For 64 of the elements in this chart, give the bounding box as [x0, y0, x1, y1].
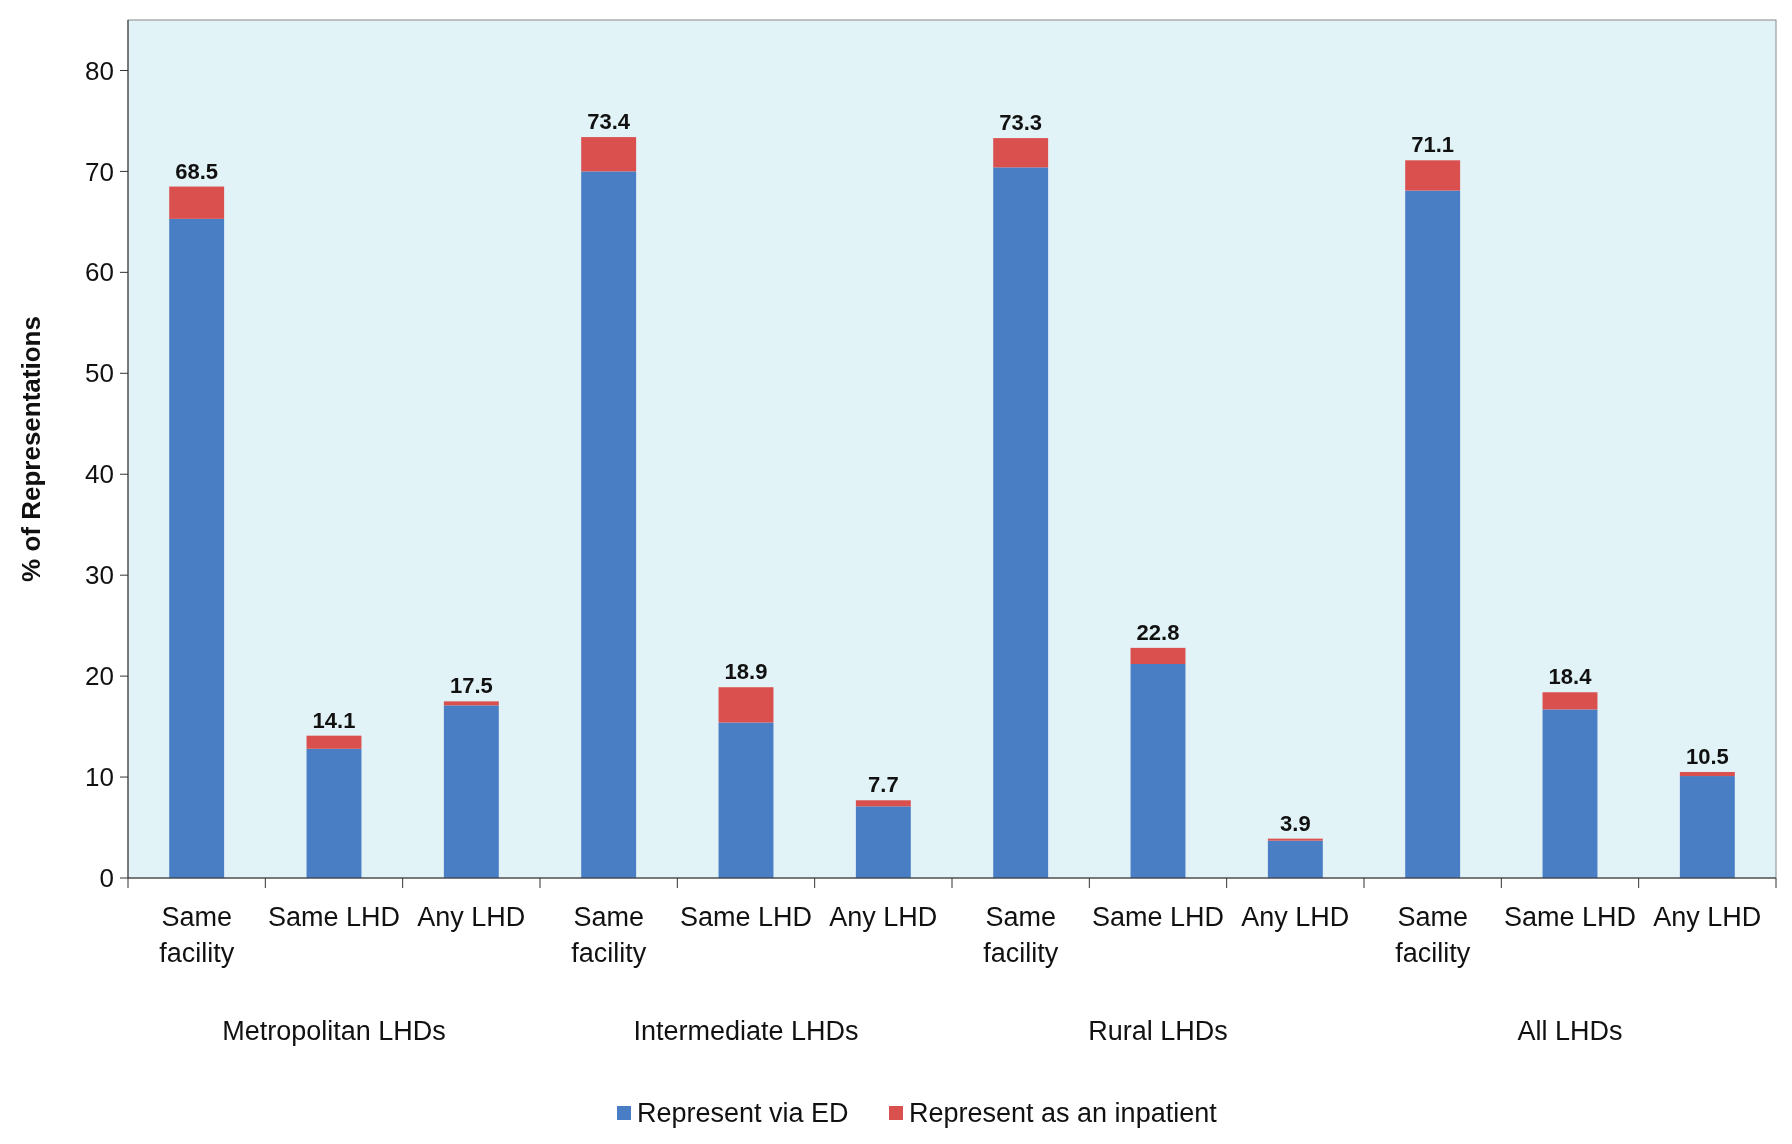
bar — [855, 800, 911, 807]
total-label: 68.5 — [175, 158, 219, 184]
total-label: 14.1 — [312, 707, 356, 733]
total-label: 71.1 — [1411, 132, 1455, 158]
bar — [581, 137, 637, 172]
bar — [1679, 772, 1735, 777]
text: All LHDs — [1517, 1016, 1623, 1046]
bar — [1130, 664, 1186, 878]
x-tick-label: Same LHD — [1503, 902, 1637, 932]
bar — [1267, 840, 1323, 878]
x-tick-label: Same LHD — [267, 902, 401, 932]
y-tick-label: 70 — [85, 156, 114, 187]
x-tick-label: Any LHD — [417, 902, 526, 932]
y-tick-label: 80 — [85, 55, 114, 86]
x-tick-label: Any LHD — [1241, 902, 1350, 932]
x-tick-label: Same facility — [159, 902, 235, 968]
y-tick-label: 50 — [85, 358, 114, 389]
bar — [993, 167, 1049, 878]
y-tick-label: 0 — [99, 863, 114, 894]
text: Intermediate LHDs — [633, 1016, 859, 1046]
bar — [1130, 647, 1186, 664]
y-tick-label: 30 — [85, 560, 114, 591]
y-tick-label: 20 — [85, 661, 114, 692]
bar — [718, 722, 774, 878]
bar — [169, 218, 225, 878]
bar — [443, 701, 499, 706]
bar — [1405, 190, 1461, 878]
bar — [1542, 709, 1598, 878]
total-label: 73.3 — [999, 110, 1043, 136]
total-label: 7.7 — [868, 772, 899, 798]
text: Metropolitan LHDs — [222, 1016, 446, 1046]
y-tick-label: 40 — [85, 459, 114, 490]
total-label: 17.5 — [449, 673, 493, 699]
total-label: 73.4 — [587, 109, 631, 135]
bar — [718, 687, 774, 723]
bar — [1267, 838, 1323, 841]
y-tick-label: 10 — [85, 762, 114, 793]
total-label: 10.5 — [1685, 744, 1729, 770]
x-tick-label: Any LHD — [829, 902, 938, 932]
total-label: 18.4 — [1548, 664, 1593, 690]
bar — [1405, 160, 1461, 191]
bar — [169, 186, 225, 219]
bar — [581, 171, 637, 878]
legend-label: Represent via ED — [637, 1098, 849, 1128]
total-label: 22.8 — [1136, 619, 1180, 645]
bar — [306, 748, 362, 878]
x-tick-label: Same facility — [571, 902, 647, 968]
x-tick-label: Same LHD — [679, 902, 813, 932]
bar — [993, 138, 1049, 168]
total-label: 18.9 — [724, 659, 768, 685]
bar — [443, 705, 499, 878]
bar — [1679, 776, 1735, 878]
bar — [306, 735, 362, 749]
x-tick-label: Same facility — [983, 902, 1059, 968]
total-label: 3.9 — [1280, 810, 1311, 836]
bar — [855, 806, 911, 878]
x-tick-label: Same LHD — [1091, 902, 1225, 932]
y-tick-label: 60 — [85, 257, 114, 288]
bar — [1542, 692, 1598, 710]
text: Rural LHDs — [1088, 1016, 1228, 1046]
x-tick-label: Same facility — [1395, 902, 1471, 968]
legend-label: Represent as an inpatient — [909, 1098, 1218, 1128]
y-axis-title: % of Representations — [16, 316, 46, 582]
x-tick-label: Any LHD — [1653, 902, 1762, 932]
